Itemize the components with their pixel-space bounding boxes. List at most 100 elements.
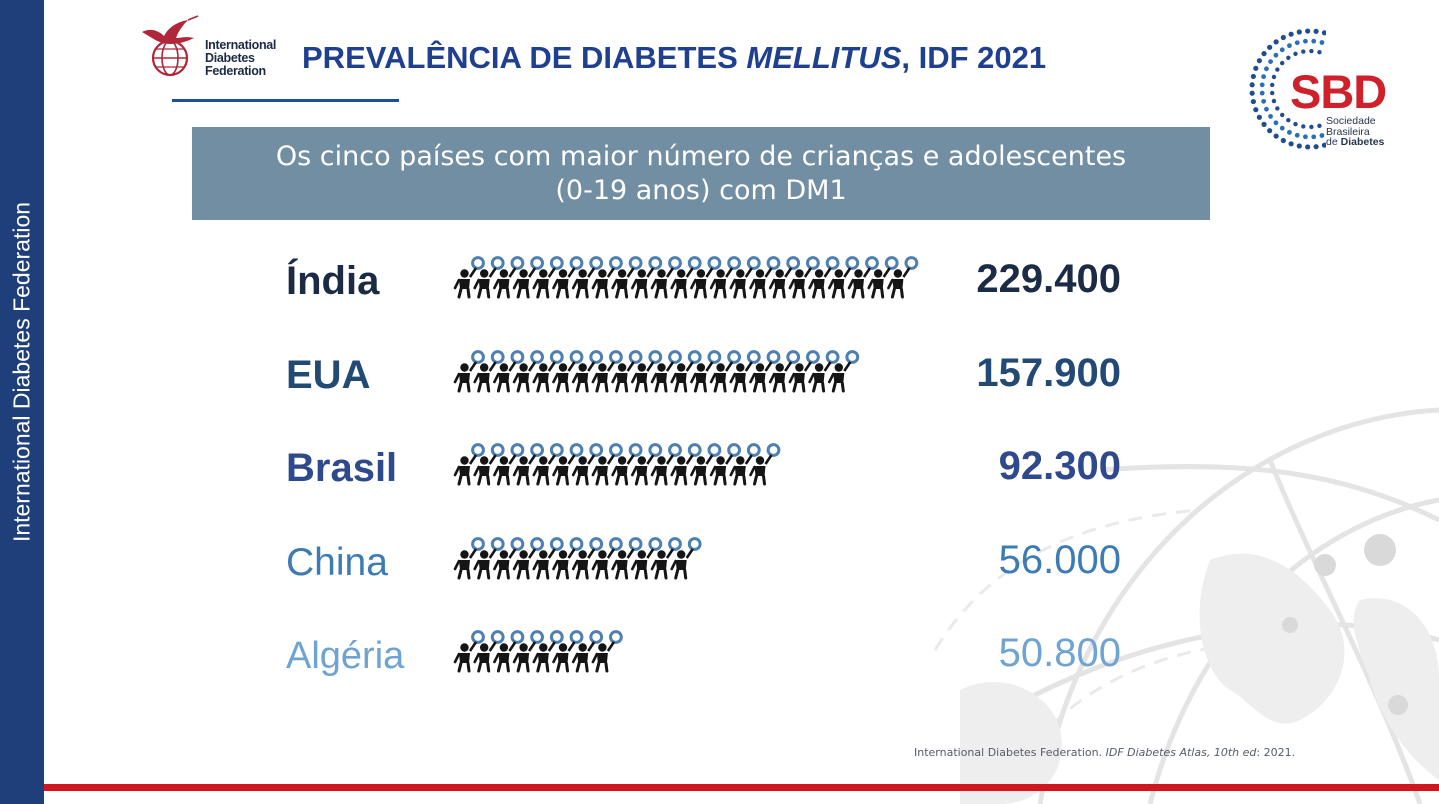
child-balloon-icon — [650, 537, 682, 580]
child-balloon-icon — [690, 350, 722, 393]
child-balloon-icon — [670, 350, 702, 393]
sbd-dot-arc-icon — [1249, 28, 1326, 150]
pictogram-bar — [453, 443, 781, 486]
sbd-dot — [1268, 113, 1273, 119]
chart-title-banner: Os cinco países com maior número de cria… — [192, 127, 1210, 220]
child-balloon-icon — [571, 443, 604, 486]
sbd-dot — [1259, 90, 1265, 96]
child-balloon-icon — [729, 256, 761, 299]
child-balloon-icon — [650, 443, 682, 486]
child-balloon-icon — [709, 350, 741, 393]
child-balloon-icon — [631, 256, 663, 299]
category-label: Algéria — [286, 635, 405, 677]
child-balloon-icon — [552, 443, 584, 486]
child-balloon-icon — [709, 256, 741, 299]
child-balloon-icon — [591, 537, 623, 580]
child-balloon-icon — [552, 256, 584, 299]
child-balloon-icon — [473, 256, 505, 299]
sbd-dot — [1261, 51, 1267, 57]
sbd-dot — [1279, 47, 1285, 53]
idf-logo-text: International Diabetes Federation — [205, 38, 277, 78]
sbd-dot — [1280, 60, 1285, 66]
value-label: 92.300 — [999, 444, 1121, 488]
child-balloon-icon — [768, 350, 801, 393]
pictogram-bar — [453, 350, 860, 393]
child-balloon-icon — [512, 350, 544, 393]
child-balloon-icon — [532, 256, 564, 299]
sbd-dot — [1305, 28, 1311, 34]
sbd-dot — [1288, 31, 1294, 37]
child-balloon-icon — [473, 350, 505, 393]
child-balloon-icon — [453, 537, 485, 580]
sbd-dot — [1249, 82, 1255, 88]
sbd-logo: SBD Sociedade Brasileira de Diabetes — [1246, 26, 1416, 152]
child-balloon-icon — [611, 256, 643, 299]
child-balloon-icon — [650, 256, 682, 299]
sbd-dot — [1279, 125, 1285, 131]
left-band — [0, 0, 44, 804]
sbd-dot — [1280, 112, 1285, 118]
child-balloon-icon — [788, 256, 820, 299]
sbd-dot — [1256, 58, 1262, 64]
child-balloon-icon — [552, 537, 584, 580]
sbd-dot — [1267, 44, 1273, 50]
child-balloon-icon — [453, 256, 485, 299]
sbd-dot — [1264, 106, 1269, 112]
child-balloon-icon — [729, 350, 761, 393]
child-balloon-icon — [808, 256, 840, 299]
page-title: PREVALÊNCIA DE DIABETES MELLITUS, IDF 20… — [302, 40, 1047, 75]
child-balloon-icon — [493, 256, 525, 299]
child-balloon-icon — [749, 256, 781, 299]
sbd-dot — [1256, 114, 1262, 120]
sbd-dot — [1273, 120, 1279, 126]
child-balloon-icon — [512, 443, 544, 486]
sbd-dot — [1259, 82, 1265, 88]
sbd-dot — [1287, 129, 1292, 135]
banner-text: Os cinco países com maior número de cria… — [275, 141, 1127, 206]
child-balloon-icon — [512, 537, 544, 580]
child-balloon-icon — [650, 350, 682, 393]
sbd-dot — [1309, 124, 1314, 130]
sbd-dot — [1303, 134, 1308, 140]
child-balloon-icon — [532, 630, 564, 673]
child-balloon-icon — [493, 537, 525, 580]
sbd-dot — [1317, 49, 1322, 55]
sbd-dot — [1286, 55, 1291, 60]
child-balloon-icon — [493, 443, 525, 486]
sbd-dot — [1270, 90, 1275, 96]
sbd-dot — [1321, 30, 1326, 36]
child-balloon-icon — [473, 443, 505, 486]
child-balloon-icon — [887, 256, 919, 299]
child-balloon-icon — [690, 443, 722, 486]
idf-logo: International Diabetes Federation — [138, 14, 283, 80]
category-label: EUA — [286, 353, 370, 397]
value-label: 56.000 — [999, 538, 1121, 582]
sbd-dot — [1317, 123, 1322, 129]
sbd-dot — [1264, 66, 1269, 72]
child-balloon-icon — [631, 537, 663, 580]
title-underline — [172, 99, 399, 102]
child-balloon-icon — [670, 443, 702, 486]
category-label: Brasil — [286, 446, 397, 490]
child-balloon-icon — [788, 350, 820, 393]
sbd-dot — [1273, 39, 1279, 45]
child-balloon-icon — [631, 443, 663, 486]
sbd-dot — [1275, 67, 1280, 72]
child-balloon-icon — [591, 443, 623, 486]
child-balloon-icon — [591, 350, 623, 393]
sbd-dot — [1311, 134, 1317, 140]
child-balloon-icon — [552, 350, 584, 393]
child-balloon-icon — [670, 256, 702, 299]
sbd-dot — [1301, 49, 1306, 54]
child-balloon-icon — [512, 256, 544, 299]
child-balloon-icon — [532, 443, 564, 486]
child-balloon-icon — [571, 350, 604, 393]
sbd-dot — [1250, 73, 1256, 80]
sbd-acronym: SBD — [1290, 65, 1387, 118]
sbd-dot — [1271, 98, 1277, 104]
sbd-dot — [1253, 65, 1259, 71]
sbd-dot — [1309, 48, 1314, 54]
sbd-dot — [1287, 43, 1292, 49]
sbd-dot — [1294, 132, 1300, 138]
